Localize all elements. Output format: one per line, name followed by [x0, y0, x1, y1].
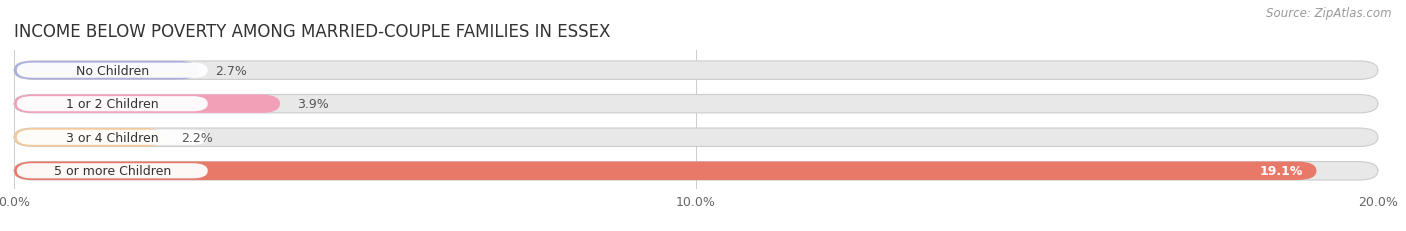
- Text: No Children: No Children: [76, 64, 149, 77]
- FancyBboxPatch shape: [14, 128, 1378, 147]
- FancyBboxPatch shape: [14, 128, 165, 147]
- Text: 5 or more Children: 5 or more Children: [53, 164, 172, 177]
- FancyBboxPatch shape: [17, 130, 208, 145]
- FancyBboxPatch shape: [14, 162, 1378, 180]
- Text: 2.7%: 2.7%: [215, 64, 247, 77]
- FancyBboxPatch shape: [14, 162, 1316, 180]
- Text: 2.2%: 2.2%: [181, 131, 212, 144]
- FancyBboxPatch shape: [14, 95, 1378, 113]
- Text: 3 or 4 Children: 3 or 4 Children: [66, 131, 159, 144]
- FancyBboxPatch shape: [17, 164, 208, 179]
- Text: INCOME BELOW POVERTY AMONG MARRIED-COUPLE FAMILIES IN ESSEX: INCOME BELOW POVERTY AMONG MARRIED-COUPL…: [14, 23, 610, 41]
- Text: Source: ZipAtlas.com: Source: ZipAtlas.com: [1267, 7, 1392, 20]
- Text: 3.9%: 3.9%: [297, 98, 329, 111]
- FancyBboxPatch shape: [14, 62, 198, 80]
- FancyBboxPatch shape: [17, 63, 208, 78]
- FancyBboxPatch shape: [17, 97, 208, 112]
- Text: 1 or 2 Children: 1 or 2 Children: [66, 98, 159, 111]
- Text: 19.1%: 19.1%: [1260, 164, 1303, 177]
- FancyBboxPatch shape: [14, 62, 1378, 80]
- FancyBboxPatch shape: [14, 95, 280, 113]
